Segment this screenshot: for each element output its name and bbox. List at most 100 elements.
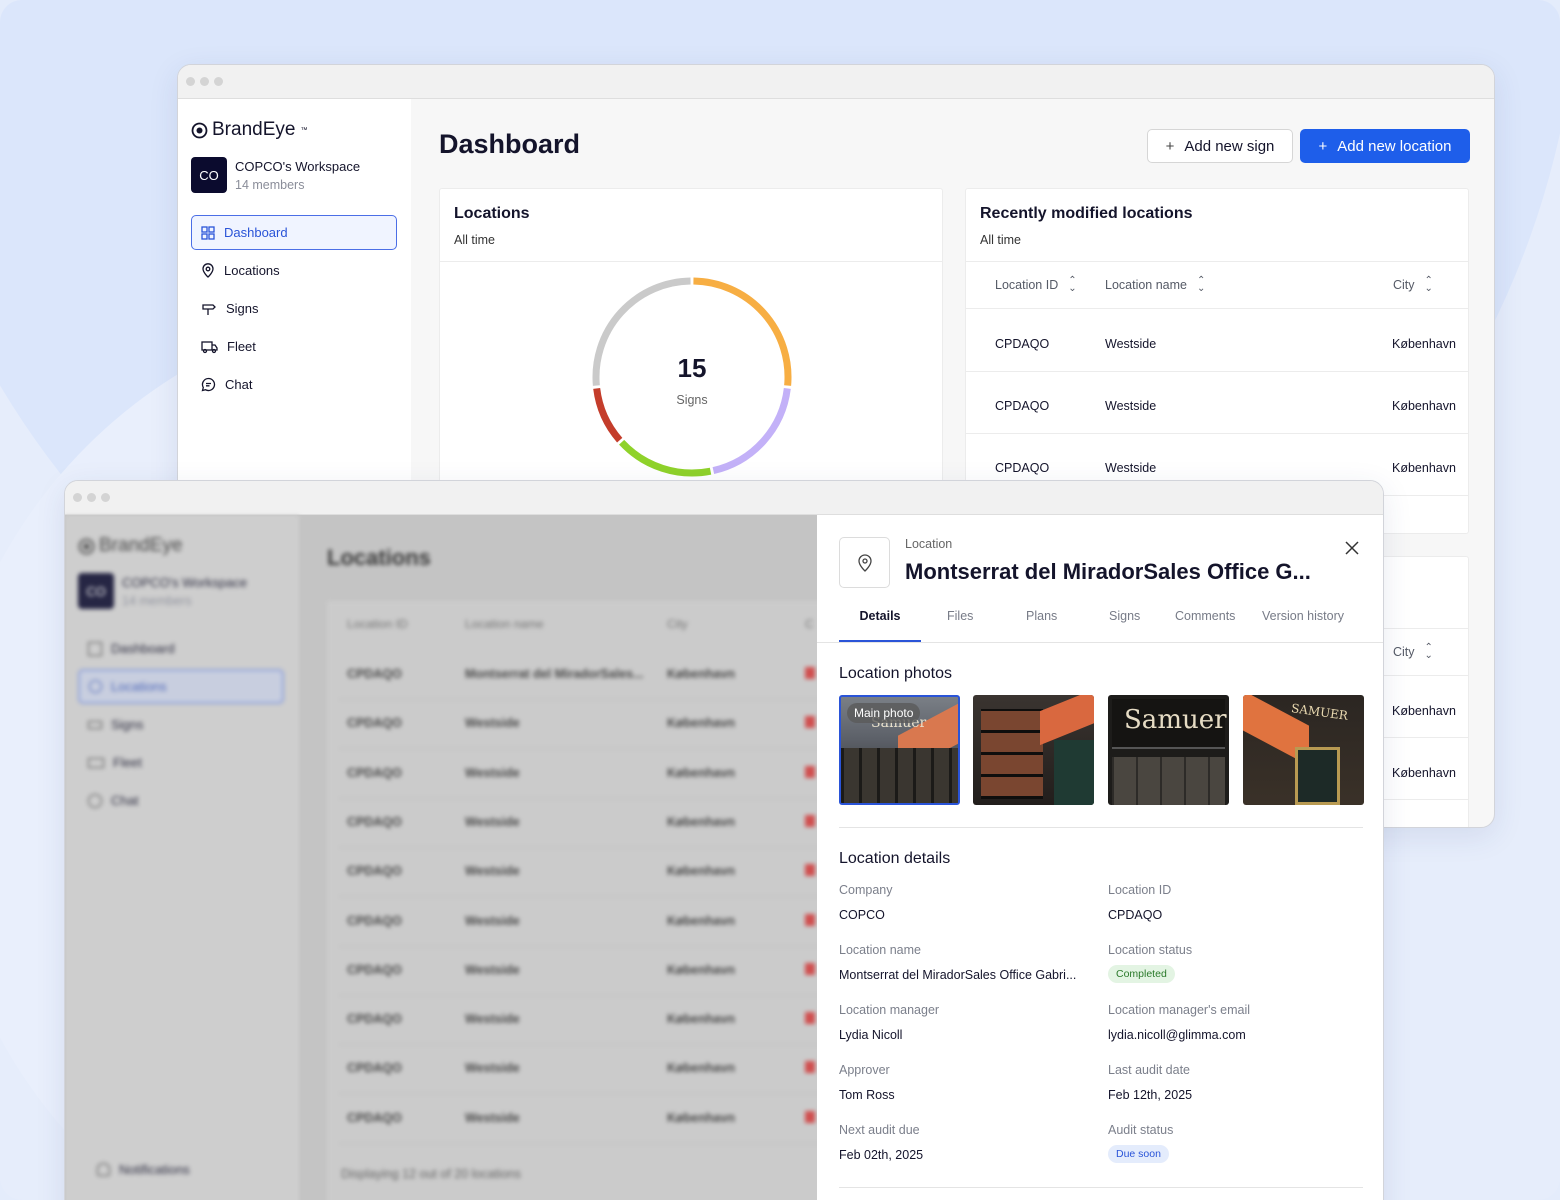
add-sign-label: Add new sign	[1184, 137, 1275, 155]
donut-segment[interactable]	[619, 439, 712, 477]
tabs-divider	[817, 642, 1383, 643]
cell-location-name: Westside	[1105, 399, 1157, 413]
manager-label: Location manager	[839, 1003, 940, 1017]
add-sign-button[interactable]: + Add new sign	[1147, 129, 1293, 163]
column-header-city[interactable]: City ⌃ ⌄	[1393, 642, 1433, 661]
window-dot[interactable]	[87, 493, 96, 502]
recent-card-subtitle: All time	[980, 233, 1021, 247]
tab-signs[interactable]: Signs	[1109, 609, 1141, 623]
tab-plans[interactable]: Plans	[1026, 609, 1058, 623]
section-divider	[839, 827, 1363, 828]
table-row: CPDAQO Westside København	[339, 1045, 827, 1095]
close-icon[interactable]	[1344, 540, 1360, 556]
add-location-button[interactable]: + Add new location	[1300, 129, 1470, 163]
signs-count-label: Signs	[676, 393, 708, 407]
window-dot[interactable]	[186, 77, 195, 86]
sidebar-item-fleet[interactable]: Fleet	[191, 329, 397, 364]
approver-value: Tom Ross	[839, 1088, 895, 1102]
cell-city: København	[667, 814, 736, 829]
location-photo-main[interactable]: Samuer Main photo	[839, 695, 960, 805]
recent-locations-card: Recently modified locations All time Loc…	[965, 188, 1469, 534]
tab-version-history[interactable]: Version history	[1262, 609, 1344, 623]
cell-location-name: Westside	[465, 913, 520, 928]
window-dot[interactable]	[214, 77, 223, 86]
workspace-name: COPCO's Workspace	[235, 158, 361, 174]
location-photo[interactable]: Samuer	[1108, 695, 1229, 805]
cell-city: København	[1392, 399, 1456, 413]
photos-heading: Location photos	[839, 665, 952, 682]
sidebar-item-label: Locations	[224, 263, 280, 278]
status-icon	[805, 667, 815, 679]
table-row[interactable]: CPDAQO Westside København	[966, 372, 1468, 434]
brand-logo: BrandEye	[78, 535, 182, 557]
table-row: CPDAQO Westside København	[339, 947, 827, 996]
column-header-location-id[interactable]: Location ID ⌃ ⌄	[995, 276, 1077, 294]
sidebar-item-signs[interactable]: Signs	[191, 291, 397, 326]
manager-email-value[interactable]: lydia.nicoll@glimma.com	[1108, 1028, 1246, 1042]
location-detail-panel: Location Montserrat del MiradorSales Off…	[817, 515, 1383, 1200]
sidebar-item-chat[interactable]: Chat	[191, 367, 397, 402]
plus-icon: +	[1165, 137, 1175, 155]
status-icon	[805, 913, 815, 926]
window-dot[interactable]	[200, 77, 209, 86]
cell-location-id: CPDAQO	[347, 667, 402, 681]
sidebar-item-locations[interactable]: Locations	[191, 253, 397, 288]
sort-icon: ⌃ ⌄	[1424, 642, 1433, 661]
section-divider	[839, 1187, 1363, 1188]
location-name-label: Location name	[839, 943, 922, 957]
cell-city: København	[667, 913, 736, 928]
add-location-label: Add new location	[1337, 137, 1452, 155]
column-header-label: Location ID	[347, 617, 408, 631]
locations-card-title: Locations	[454, 205, 530, 222]
last-audit-value: Feb 12th, 2025	[1108, 1088, 1193, 1102]
cell-location-id: CPDAQO	[347, 962, 402, 977]
cell-location-id: CPDAQO	[347, 1012, 402, 1027]
window-dot[interactable]	[101, 493, 110, 502]
tab-files[interactable]: Files	[947, 609, 974, 623]
donut-segment[interactable]	[712, 388, 791, 475]
sidebar-item-notifications: Notifications	[87, 1152, 191, 1187]
workspace-switcher[interactable]: CO COPCO's Workspace 14 members	[191, 157, 360, 193]
photo-sign-board	[1112, 699, 1225, 749]
table-row: CPDAQO Westside København	[339, 700, 827, 750]
column-header-city[interactable]: City ⌃ ⌄	[1393, 276, 1433, 294]
page-title: Dashboard	[439, 129, 581, 159]
window-chrome	[178, 65, 1494, 99]
cell-location-id: CPDAQO	[995, 461, 1050, 475]
column-header-label: Location name	[465, 617, 544, 631]
company-label: Company	[839, 883, 893, 897]
brand-logo[interactable]: BrandEye ™	[191, 119, 307, 141]
column-header-label: City	[1393, 645, 1415, 659]
blurred-locations-page: BrandEye CO COPCO's Workspace 14 members…	[65, 515, 827, 1200]
donut-segment[interactable]	[693, 277, 792, 386]
sort-icon: ⌃ ⌄	[1197, 275, 1206, 294]
sidebar-item-locations: Locations	[78, 669, 284, 704]
tab-comments[interactable]: Comments	[1175, 609, 1236, 623]
location-photo[interactable]	[973, 695, 1094, 805]
signpost-icon	[202, 303, 216, 315]
location-photo[interactable]: SAMUER	[1243, 695, 1364, 805]
cell-city: København	[667, 667, 736, 681]
sidebar-item-fleet: Fleet	[78, 745, 284, 780]
window-chrome	[65, 481, 1383, 515]
cell-city: København	[1392, 461, 1456, 475]
window-dot[interactable]	[73, 493, 82, 502]
signs-count: 15	[677, 353, 707, 383]
map-pin-icon	[202, 263, 214, 278]
manager-email-label: Location manager's email	[1108, 1003, 1251, 1017]
table-row[interactable]: CPDAQO Westside København	[966, 434, 1468, 496]
column-header-location-name[interactable]: Location name ⌃ ⌄	[1105, 275, 1206, 294]
photo-door	[1295, 747, 1340, 805]
cell-location-id: CPDAQO	[347, 716, 402, 731]
table-row: CPDAQO Westside København	[339, 799, 827, 848]
table-row[interactable]: CPDAQO Westside København	[966, 309, 1468, 371]
sidebar-item-dashboard[interactable]: Dashboard	[191, 215, 397, 250]
cell-city: København	[667, 1110, 736, 1125]
details-heading: Location details	[839, 850, 951, 867]
locations-window: BrandEye CO COPCO's Workspace 14 members…	[64, 480, 1384, 1200]
brandeye-logo-icon	[191, 122, 208, 138]
brand-trademark: ™	[300, 126, 308, 134]
donut-segment[interactable]	[592, 277, 691, 386]
tab-details[interactable]: Details	[839, 605, 921, 642]
donut-segment[interactable]	[593, 387, 623, 443]
